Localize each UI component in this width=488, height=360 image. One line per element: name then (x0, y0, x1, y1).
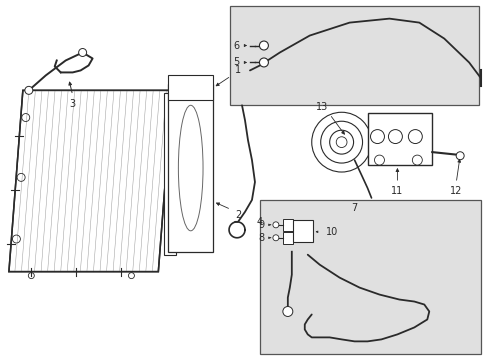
Text: 6: 6 (232, 41, 239, 50)
Text: 2: 2 (234, 211, 241, 220)
Text: 9: 9 (258, 220, 264, 230)
Bar (292, 220, 312, 242)
Circle shape (370, 130, 384, 144)
Circle shape (329, 130, 353, 154)
Bar (282, 219, 292, 231)
Bar (168, 75, 213, 100)
Text: 7: 7 (351, 203, 357, 213)
Text: 4: 4 (256, 217, 263, 227)
Circle shape (320, 121, 362, 163)
Circle shape (272, 235, 278, 241)
Polygon shape (9, 90, 172, 272)
Circle shape (407, 130, 422, 144)
Circle shape (282, 306, 292, 316)
Text: 13: 13 (315, 102, 327, 112)
Circle shape (272, 222, 278, 228)
Circle shape (411, 155, 422, 165)
Bar (260, 200, 480, 354)
Circle shape (259, 41, 268, 50)
Text: 3: 3 (69, 99, 76, 109)
Circle shape (311, 112, 371, 172)
Bar (367, 113, 431, 165)
Text: 12: 12 (449, 186, 462, 196)
Circle shape (79, 49, 86, 57)
Circle shape (336, 137, 346, 148)
Circle shape (455, 152, 463, 160)
Text: 1: 1 (234, 65, 241, 75)
Bar (168, 84, 213, 252)
Bar (282, 232, 292, 244)
Text: 11: 11 (390, 186, 403, 196)
Bar (164, 93, 176, 255)
Bar (229, 6, 478, 105)
Text: 8: 8 (258, 233, 264, 243)
Circle shape (25, 86, 33, 94)
Text: 10: 10 (325, 227, 337, 237)
Circle shape (387, 130, 402, 144)
Circle shape (374, 155, 384, 165)
Text: 5: 5 (232, 58, 239, 67)
Circle shape (259, 58, 268, 67)
